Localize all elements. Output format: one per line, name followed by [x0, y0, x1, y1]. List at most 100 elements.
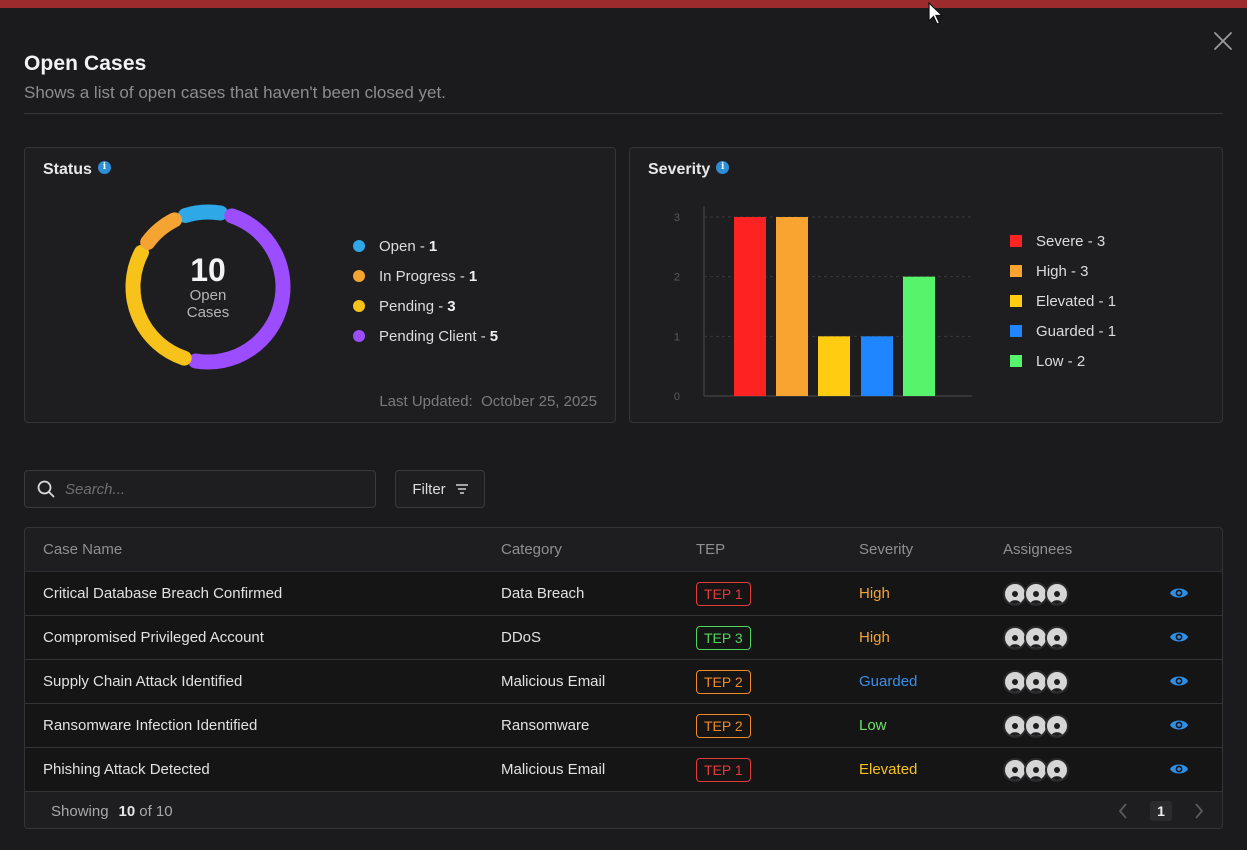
user-icon[interactable] — [1045, 713, 1069, 738]
user-icon[interactable] — [1045, 581, 1069, 606]
legend-count: 1 — [468, 267, 478, 285]
info-icon[interactable]: i — [97, 160, 111, 174]
y-tick-label: 3 — [674, 212, 680, 224]
user-icon[interactable] — [1003, 669, 1027, 694]
status-legend-item: In Progress - 1 — [353, 261, 498, 291]
table-row[interactable]: Ransomware Infection Identified Ransomwar… — [25, 704, 1222, 748]
chevron-right-icon[interactable] — [1194, 803, 1204, 819]
legend-swatch — [1010, 235, 1022, 247]
tep-badge: TEP 1 — [696, 757, 751, 782]
tep-badge: TEP 1 — [696, 581, 751, 606]
legend-label: Pending - — [379, 297, 444, 315]
filter-label: Filter — [412, 480, 446, 498]
y-tick-label: 2 — [674, 272, 680, 284]
legend-label: In Progress - — [379, 267, 465, 285]
status-legend-item: Pending - 3 — [353, 291, 498, 321]
header-category[interactable]: Category — [501, 541, 562, 558]
info-icon[interactable]: i — [716, 160, 730, 174]
user-icon[interactable] — [1045, 669, 1069, 694]
legend-label: Elevated - 1 — [1036, 292, 1117, 310]
case-category: Malicious Email — [501, 761, 606, 778]
eye-icon[interactable] — [1169, 717, 1189, 737]
severity-card-title: Severity i — [648, 160, 730, 179]
assignees[interactable] — [1003, 713, 1069, 738]
eye-icon[interactable] — [1169, 761, 1189, 781]
bar-guarded[interactable] — [861, 336, 893, 396]
search-input[interactable] — [65, 480, 345, 498]
table-row[interactable]: Supply Chain Attack Identified Malicious … — [25, 660, 1222, 704]
y-tick-label: 0 — [674, 391, 680, 403]
table-row[interactable]: Phishing Attack Detected Malicious Email T… — [25, 748, 1222, 792]
table-row[interactable]: Compromised Privileged Account DDoS TEP 3 H… — [25, 616, 1222, 660]
chevron-left-icon[interactable] — [1118, 803, 1128, 819]
pagination: 1 — [1118, 801, 1204, 821]
tep-cell: TEP 1 — [696, 757, 751, 782]
header-severity[interactable]: Severity — [859, 541, 914, 558]
legend-dot — [353, 270, 365, 282]
legend-count: 3 — [447, 297, 456, 315]
assignees[interactable] — [1003, 669, 1069, 694]
mouse-cursor-icon — [928, 2, 944, 25]
donut-segment[interactable] — [177, 204, 228, 223]
cases-table: Case Name Category TEP Severity Assignee… — [24, 527, 1223, 829]
assignees[interactable] — [1003, 581, 1069, 606]
close-icon[interactable] — [1212, 30, 1234, 52]
eye-icon[interactable] — [1169, 585, 1189, 605]
donut-segment[interactable] — [125, 244, 192, 366]
case-name[interactable]: Critical Database Breach Confirmed — [43, 585, 283, 602]
legend-label: Pending Client - — [379, 327, 486, 345]
window-top-bar — [0, 0, 1247, 8]
open-cases-modal: Open Cases Shows a list of open cases th… — [0, 8, 1247, 850]
severity-title-text: Severity — [648, 161, 711, 178]
user-icon[interactable] — [1024, 625, 1048, 650]
eye-icon[interactable] — [1169, 629, 1189, 649]
status-donut-chart — [125, 204, 291, 370]
legend-dot — [353, 330, 365, 342]
page-number[interactable]: 1 — [1150, 801, 1172, 821]
bar-severe[interactable] — [734, 217, 766, 396]
header-case-name[interactable]: Case Name — [43, 541, 123, 558]
case-name[interactable]: Supply Chain Attack Identified — [43, 673, 243, 690]
donut-segment[interactable] — [188, 208, 291, 370]
case-name[interactable]: Compromised Privileged Account — [43, 629, 264, 646]
eye-icon[interactable] — [1169, 673, 1189, 693]
search-box[interactable] — [24, 470, 376, 508]
table-body: Critical Database Breach Confirmed Data B… — [25, 572, 1222, 792]
modal-subtitle: Shows a list of open cases that haven't … — [24, 83, 446, 102]
bar-elevated[interactable] — [818, 336, 850, 396]
table-row[interactable]: Critical Database Breach Confirmed Data B… — [25, 572, 1222, 616]
donut-center: 10 Open Cases — [123, 202, 293, 372]
legend-dot — [353, 300, 365, 312]
severity-legend: Severe - 3 High - 3 Elevated - 1 Guarded - … — [1010, 226, 1116, 376]
severity-value: Guarded — [859, 673, 918, 690]
status-legend-item: Pending Client - 5 — [353, 321, 498, 351]
user-icon[interactable] — [1045, 625, 1069, 650]
last-updated-label: Last Updated: — [379, 393, 473, 410]
header-assignees[interactable]: Assignees — [1003, 541, 1073, 558]
case-name[interactable]: Phishing Attack Detected — [43, 761, 210, 778]
donut-segment[interactable] — [140, 212, 183, 250]
assignees[interactable] — [1003, 757, 1069, 782]
divider — [24, 113, 1223, 114]
case-category: Ransomware — [501, 717, 590, 734]
user-icon[interactable] — [1024, 757, 1048, 782]
bar-high[interactable] — [776, 217, 808, 396]
severity-legend-item: Low - 2 — [1010, 346, 1116, 376]
status-title-text: Status — [43, 161, 92, 178]
tep-cell: TEP 1 — [696, 581, 751, 606]
assignees[interactable] — [1003, 625, 1069, 650]
user-icon[interactable] — [1045, 757, 1069, 782]
case-category: DDoS — [501, 629, 542, 646]
showing-count: 10 — [118, 802, 136, 820]
case-name[interactable]: Ransomware Infection Identified — [43, 717, 258, 734]
modal-title: Open Cases — [24, 52, 147, 75]
legend-label: High - 3 — [1036, 262, 1089, 280]
case-category: Data Breach — [501, 585, 585, 602]
legend-label: Low - 2 — [1036, 352, 1086, 370]
legend-swatch — [1010, 295, 1022, 307]
legend-swatch — [1010, 325, 1022, 337]
status-legend: Open - 1 In Progress - 1 Pending - 3 Pendin… — [353, 231, 498, 351]
header-tep[interactable]: TEP — [696, 541, 726, 558]
filter-button[interactable]: Filter — [395, 470, 485, 508]
bar-low[interactable] — [903, 276, 935, 396]
